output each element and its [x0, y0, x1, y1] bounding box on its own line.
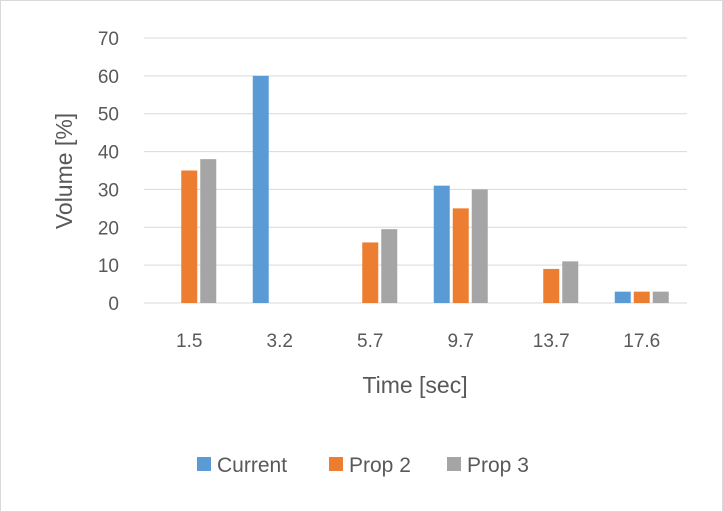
x-tick-label: 9.7	[448, 331, 474, 352]
bar-prop-2	[362, 242, 379, 303]
x-tick-label: 17.6	[623, 331, 660, 352]
legend-label: Prop 3	[467, 454, 529, 477]
bar-prop-3	[652, 291, 669, 303]
x-axis-ticks: 1.5 3.2 5.7 9.7 13.7 17.6	[176, 331, 660, 352]
y-tick-label: 70	[98, 29, 119, 50]
legend: Current Prop 2 Prop 3	[197, 454, 529, 477]
bar-prop-3	[381, 229, 398, 303]
x-tick-label: 3.2	[267, 331, 293, 352]
y-tick-label: 0	[108, 294, 119, 315]
x-tick-label: 1.5	[176, 331, 202, 352]
y-axis-ticks: 0 10 20 30 40 50 60 70	[98, 29, 119, 315]
bar-prop-3	[562, 261, 579, 303]
legend-label: Current	[217, 454, 287, 477]
y-tick-label: 10	[98, 256, 119, 277]
grid	[144, 37, 687, 304]
y-tick-label: 60	[98, 67, 119, 88]
bar-prop-2	[633, 291, 650, 303]
legend-swatch-prop-3	[447, 457, 461, 471]
bar-prop-2	[181, 170, 198, 303]
bar-prop-2	[452, 208, 469, 303]
y-tick-label: 50	[98, 105, 119, 126]
y-tick-label: 40	[98, 143, 119, 164]
bar-current	[433, 185, 450, 303]
bar-prop-3	[471, 189, 488, 303]
bar-prop-2	[543, 268, 560, 303]
legend-swatch-current	[197, 457, 211, 471]
x-tick-label: 13.7	[533, 331, 570, 352]
bar-current	[614, 291, 631, 303]
legend-swatch-prop-2	[329, 457, 343, 471]
bar-prop-3	[200, 159, 217, 303]
legend-label: Prop 2	[349, 454, 411, 477]
y-tick-label: 30	[98, 180, 119, 201]
bar-current	[252, 75, 269, 303]
bars	[181, 75, 669, 303]
y-axis-title: Volume [%]	[51, 113, 77, 229]
x-tick-label: 5.7	[357, 331, 383, 352]
y-tick-label: 20	[98, 218, 119, 239]
x-axis-title: Time [sec]	[362, 372, 467, 398]
